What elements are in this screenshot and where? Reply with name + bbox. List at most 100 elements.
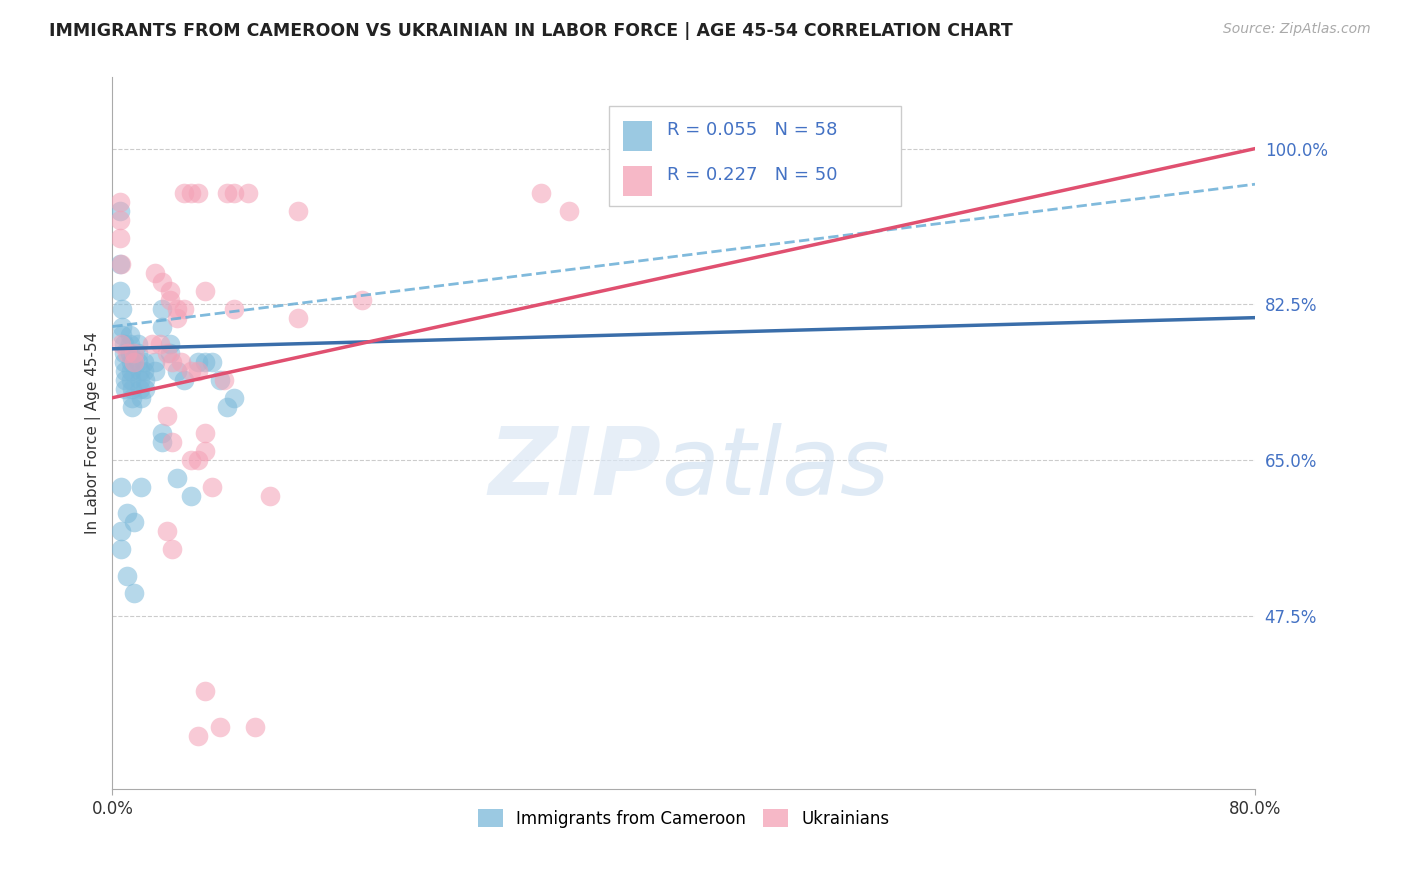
Point bbox=[156, 409, 179, 423]
Point bbox=[122, 355, 145, 369]
Point bbox=[166, 471, 188, 485]
Point bbox=[222, 186, 245, 200]
Point bbox=[114, 373, 136, 387]
Point bbox=[287, 310, 309, 325]
Point bbox=[128, 382, 150, 396]
Point bbox=[152, 301, 174, 316]
Text: R = 0.227   N = 50: R = 0.227 N = 50 bbox=[666, 166, 837, 184]
Point bbox=[180, 186, 202, 200]
Point bbox=[208, 373, 231, 387]
Point bbox=[115, 346, 138, 360]
Point bbox=[122, 586, 145, 600]
Point bbox=[194, 284, 217, 298]
Point bbox=[112, 355, 135, 369]
Text: Source: ZipAtlas.com: Source: ZipAtlas.com bbox=[1223, 22, 1371, 37]
Point bbox=[112, 346, 135, 360]
Point bbox=[141, 337, 163, 351]
Point bbox=[187, 186, 209, 200]
Point bbox=[120, 355, 142, 369]
Point bbox=[110, 337, 132, 351]
Point bbox=[162, 355, 184, 369]
Point bbox=[122, 346, 145, 360]
Point bbox=[287, 203, 309, 218]
Point bbox=[111, 319, 134, 334]
Point bbox=[121, 400, 143, 414]
Point bbox=[187, 729, 209, 743]
Point bbox=[156, 524, 179, 539]
Point bbox=[111, 328, 134, 343]
Point bbox=[127, 355, 149, 369]
Point bbox=[108, 230, 131, 244]
Y-axis label: In Labor Force | Age 45-54: In Labor Force | Age 45-54 bbox=[86, 332, 101, 534]
Point bbox=[127, 337, 149, 351]
Point bbox=[118, 328, 141, 343]
Point bbox=[152, 275, 174, 289]
Legend: Immigrants from Cameroon, Ukrainians: Immigrants from Cameroon, Ukrainians bbox=[471, 803, 896, 834]
FancyBboxPatch shape bbox=[623, 166, 652, 195]
Point bbox=[152, 319, 174, 334]
Point bbox=[187, 364, 209, 378]
Point bbox=[530, 186, 553, 200]
Point bbox=[194, 444, 217, 458]
Point bbox=[352, 293, 374, 307]
Point bbox=[187, 453, 209, 467]
Point bbox=[108, 284, 131, 298]
Point bbox=[152, 426, 174, 441]
Point bbox=[108, 203, 131, 218]
Point bbox=[194, 426, 217, 441]
Point bbox=[110, 524, 132, 539]
Point bbox=[108, 194, 131, 209]
Point bbox=[159, 284, 181, 298]
Point bbox=[173, 373, 195, 387]
Point bbox=[129, 480, 152, 494]
Point bbox=[194, 355, 217, 369]
Point bbox=[194, 684, 217, 698]
Point bbox=[148, 337, 170, 351]
Point bbox=[110, 480, 132, 494]
Point bbox=[118, 346, 141, 360]
Point bbox=[166, 364, 188, 378]
FancyBboxPatch shape bbox=[609, 106, 901, 205]
Point bbox=[134, 373, 156, 387]
Text: atlas: atlas bbox=[661, 424, 889, 515]
Point bbox=[558, 203, 581, 218]
Text: ZIP: ZIP bbox=[488, 423, 661, 515]
Point bbox=[120, 364, 142, 378]
Point bbox=[132, 364, 155, 378]
Point bbox=[259, 489, 281, 503]
Point bbox=[208, 720, 231, 734]
Point bbox=[115, 507, 138, 521]
Point bbox=[118, 337, 141, 351]
Point bbox=[121, 382, 143, 396]
Point bbox=[162, 541, 184, 556]
Point bbox=[128, 373, 150, 387]
Point bbox=[128, 364, 150, 378]
Point bbox=[110, 541, 132, 556]
Point bbox=[143, 266, 166, 280]
Point bbox=[173, 301, 195, 316]
Point bbox=[159, 293, 181, 307]
Point bbox=[201, 355, 224, 369]
Point bbox=[132, 355, 155, 369]
Text: IMMIGRANTS FROM CAMEROON VS UKRAINIAN IN LABOR FORCE | AGE 45-54 CORRELATION CHA: IMMIGRANTS FROM CAMEROON VS UKRAINIAN IN… bbox=[49, 22, 1012, 40]
FancyBboxPatch shape bbox=[623, 120, 652, 151]
Point bbox=[112, 337, 135, 351]
Point bbox=[127, 346, 149, 360]
Point bbox=[114, 364, 136, 378]
Point bbox=[108, 212, 131, 227]
Point bbox=[159, 337, 181, 351]
Point bbox=[222, 391, 245, 405]
Point bbox=[180, 364, 202, 378]
Point bbox=[236, 186, 259, 200]
Point bbox=[159, 346, 181, 360]
Point bbox=[108, 257, 131, 271]
Point bbox=[120, 373, 142, 387]
Point bbox=[187, 355, 209, 369]
Point bbox=[180, 489, 202, 503]
Point bbox=[110, 257, 132, 271]
Point bbox=[173, 186, 195, 200]
Point bbox=[152, 435, 174, 450]
Point bbox=[215, 400, 238, 414]
Point bbox=[212, 373, 235, 387]
Point bbox=[180, 453, 202, 467]
